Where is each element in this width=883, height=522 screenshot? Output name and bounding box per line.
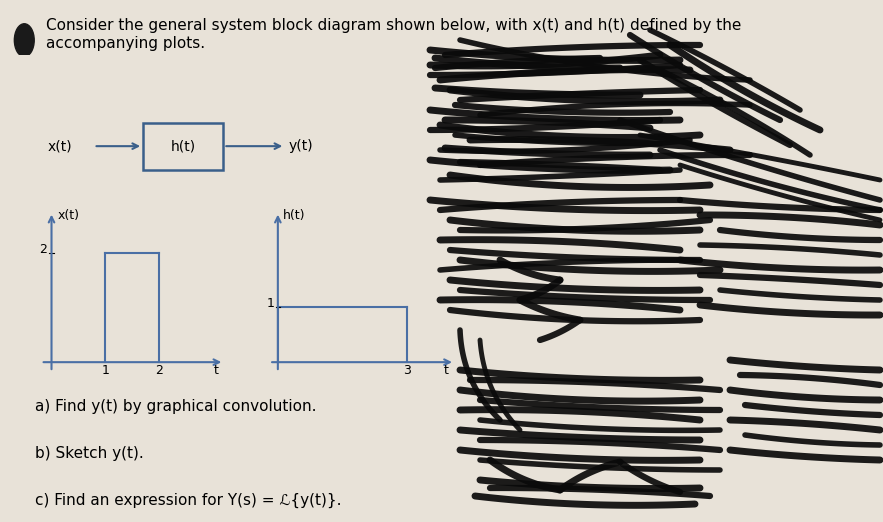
Text: h(t): h(t): [283, 209, 306, 222]
Text: a) Find y(t) by graphical convolution.: a) Find y(t) by graphical convolution.: [35, 399, 317, 414]
Text: b) Sketch y(t).: b) Sketch y(t).: [35, 446, 144, 461]
Text: x(t): x(t): [58, 209, 80, 222]
Text: x(t): x(t): [48, 139, 72, 153]
Text: c) Find an expression for Y(s) = ℒ{y(t)}.: c) Find an expression for Y(s) = ℒ{y(t)}…: [35, 493, 342, 508]
Text: h(t): h(t): [170, 139, 196, 153]
Text: 2: 2: [155, 364, 163, 377]
Text: 1: 1: [102, 364, 109, 377]
Text: 3: 3: [404, 364, 411, 377]
Text: 1: 1: [267, 298, 275, 311]
Text: 2: 2: [40, 243, 47, 256]
Text: t: t: [444, 364, 449, 377]
Text: Consider the general system block diagram shown below, with x(t) and h(t) define: Consider the general system block diagra…: [46, 18, 742, 51]
Text: t: t: [214, 364, 218, 377]
Circle shape: [14, 23, 34, 57]
Text: y(t): y(t): [288, 139, 313, 153]
